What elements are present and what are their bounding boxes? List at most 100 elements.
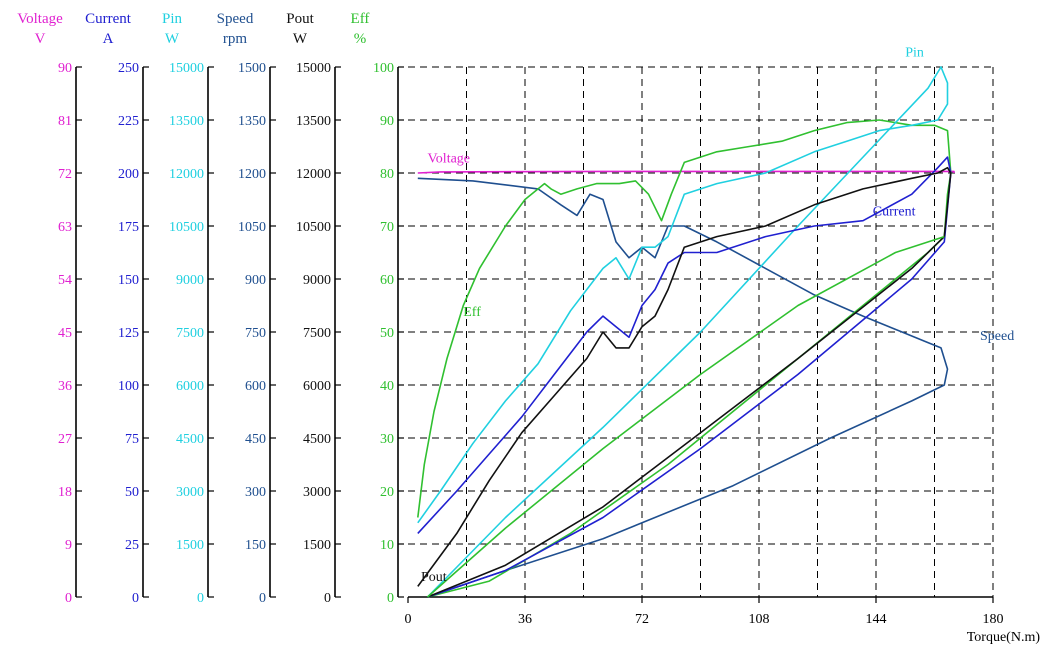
y-axis-current-tick-label: 175 — [118, 220, 139, 235]
y-axis-voltage-tick-label: 45 — [58, 326, 72, 341]
y-axis-pin-tick-label: 15000 — [169, 61, 204, 76]
y-axis-eff-tick-label: 20 — [380, 485, 394, 500]
y-axis-pin-unit: W — [165, 31, 180, 47]
y-axis-voltage-tick-label: 72 — [58, 167, 72, 182]
y-axis-eff-tick-label: 0 — [387, 591, 394, 606]
x-axis-tick-label: 144 — [866, 612, 887, 627]
y-axis-pin-tick-label: 0 — [197, 591, 204, 606]
y-axis-speed-tick-label: 0 — [259, 591, 266, 606]
y-axis-pout-tick-label: 6000 — [303, 379, 331, 394]
y-axis-current-tick-label: 250 — [118, 61, 139, 76]
y-axis-speed: Speed rpm 0 150 300 450 600 750 900 1050 1200 1350 1… — [217, 11, 276, 606]
y-axis-current-name: Current — [85, 11, 132, 27]
y-axis-eff-unit: % — [354, 31, 367, 47]
y-axis-eff-tick-label: 60 — [380, 273, 394, 288]
y-axis-pin-tick-label: 1500 — [176, 538, 204, 553]
y-axis-pin-tick-label: 12000 — [169, 167, 204, 182]
y-axis-current: Current A 0 25 50 75 100 125 150 175 200 225 250 — [85, 11, 149, 606]
y-axis-eff-tick-label: 80 — [380, 167, 394, 182]
x-axis-title: Torque(N.m) — [967, 630, 1041, 645]
y-axis-eff-tick-label: 70 — [380, 220, 394, 235]
y-axis-current-tick-label: 25 — [125, 538, 139, 553]
y-axis-voltage-unit: V — [35, 31, 46, 47]
y-axis-voltage-tick-label: 0 — [65, 591, 72, 606]
x-axis-tick-label: 108 — [749, 612, 770, 627]
y-axis-speed-tick-label: 1050 — [238, 220, 266, 235]
y-axis-pout-tick-label: 1500 — [303, 538, 331, 553]
y-axis-pin-tick-label: 3000 — [176, 485, 204, 500]
y-axis-current-tick-label: 0 — [132, 591, 139, 606]
series-current-label: Current — [873, 204, 916, 219]
y-axis-pout-tick-label: 10500 — [296, 220, 331, 235]
x-axis-tick-label: 180 — [983, 612, 1004, 627]
y-axis-current-tick-label: 200 — [118, 167, 139, 182]
x-axis-group: 0 36 72 108 144 180 Torque(N.m) — [405, 597, 1041, 645]
y-axis-voltage-tick-label: 54 — [58, 273, 72, 288]
y-axis-pout: Pout W 0 1500 3000 4500 6000 7500 9000 10500 12000… — [286, 11, 341, 606]
y-axis-pin-tick-label: 9000 — [176, 273, 204, 288]
y-axis-voltage-name: Voltage — [17, 11, 63, 27]
y-axis-pout-tick-label: 9000 — [303, 273, 331, 288]
y-axis-eff-tick-label: 40 — [380, 379, 394, 394]
y-axis-voltage-tick-label: 81 — [58, 114, 72, 129]
y-axis-pout-unit: W — [293, 31, 308, 47]
y-axis-speed-tick-label: 600 — [245, 379, 266, 394]
y-axis-voltage-tick-label: 90 — [58, 61, 72, 76]
series-green2-line — [426, 235, 945, 598]
y-axis-pout-tick-label: 13500 — [296, 114, 331, 129]
x-axis-tick-label: 0 — [405, 612, 412, 627]
y-axis-speed-tick-label: 150 — [245, 538, 266, 553]
y-axis-voltage: Voltage V 0 9 18 27 36 45 54 63 72 81 90 — [17, 11, 82, 606]
y-axis-current-tick-label: 150 — [118, 273, 139, 288]
y-axis-speed-tick-label: 900 — [245, 273, 266, 288]
series-eff-label: Eff — [463, 305, 481, 320]
y-axis-pin-name: Pin — [162, 11, 183, 27]
y-axis-pout-name: Pout — [286, 11, 314, 27]
y-axis-voltage-tick-label: 63 — [58, 220, 72, 235]
series-group — [417, 66, 955, 598]
y-axis-voltage-tick-label: 9 — [65, 538, 72, 553]
y-axis-eff-tick-label: 100 — [373, 61, 394, 76]
y-axis-pout-tick-label: 15000 — [296, 61, 331, 76]
y-axis-speed-name: Speed — [217, 11, 254, 27]
y-axis-pin-tick-label: 10500 — [169, 220, 204, 235]
y-axis-current-tick-label: 75 — [125, 432, 139, 447]
y-axis-eff-tick-label: 30 — [380, 432, 394, 447]
y-axis-pin: Pin W 0 1500 3000 4500 6000 7500 9000 10500 12000 1… — [162, 11, 214, 606]
series-speed-line — [417, 177, 949, 598]
y-axis-speed-tick-label: 750 — [245, 326, 266, 341]
y-axis-current-tick-label: 125 — [118, 326, 139, 341]
x-axis-tick-label: 36 — [518, 612, 532, 627]
y-axes-group: Voltage V 0 9 18 27 36 45 54 63 72 81 90 Current A 0 25 5… — [17, 11, 404, 606]
y-axis-speed-unit: rpm — [223, 31, 247, 47]
series-voltage-line — [417, 170, 955, 174]
plot-grid — [408, 66, 994, 598]
y-axis-current-tick-label: 225 — [118, 114, 139, 129]
y-axis-speed-tick-label: 1200 — [238, 167, 266, 182]
y-axis-voltage-tick-label: 36 — [58, 379, 72, 394]
series-voltage-label: Voltage — [428, 151, 471, 166]
y-axis-eff-tick-label: 10 — [380, 538, 394, 553]
y-axis-pin-tick-label: 7500 — [176, 326, 204, 341]
series-speed-label: Speed — [980, 329, 1014, 344]
y-axis-pout-tick-label: 7500 — [303, 326, 331, 341]
y-axis-pin-tick-label: 13500 — [169, 114, 204, 129]
y-axis-current-tick-label: 50 — [125, 485, 139, 500]
y-axis-pout-tick-label: 12000 — [296, 167, 331, 182]
y-axis-current-tick-label: 100 — [118, 379, 139, 394]
y-axis-pin-tick-label: 4500 — [176, 432, 204, 447]
x-axis-tick-label: 72 — [635, 612, 649, 627]
series-pin-line — [417, 66, 949, 598]
y-axis-eff-tick-label: 90 — [380, 114, 394, 129]
series-pout-label: Pout — [421, 570, 447, 585]
y-axis-speed-tick-label: 450 — [245, 432, 266, 447]
series-pin-label: Pin — [905, 45, 924, 60]
y-axis-speed-tick-label: 300 — [245, 485, 266, 500]
series-labels-group: Voltage Pin Current Eff Speed Pout — [421, 45, 1014, 585]
y-axis-voltage-tick-label: 27 — [58, 432, 72, 447]
y-axis-eff-name: Eff — [351, 11, 370, 27]
y-axis-speed-tick-label: 1500 — [238, 61, 266, 76]
series-current-line — [417, 156, 952, 598]
y-axis-current-unit: A — [103, 31, 114, 47]
